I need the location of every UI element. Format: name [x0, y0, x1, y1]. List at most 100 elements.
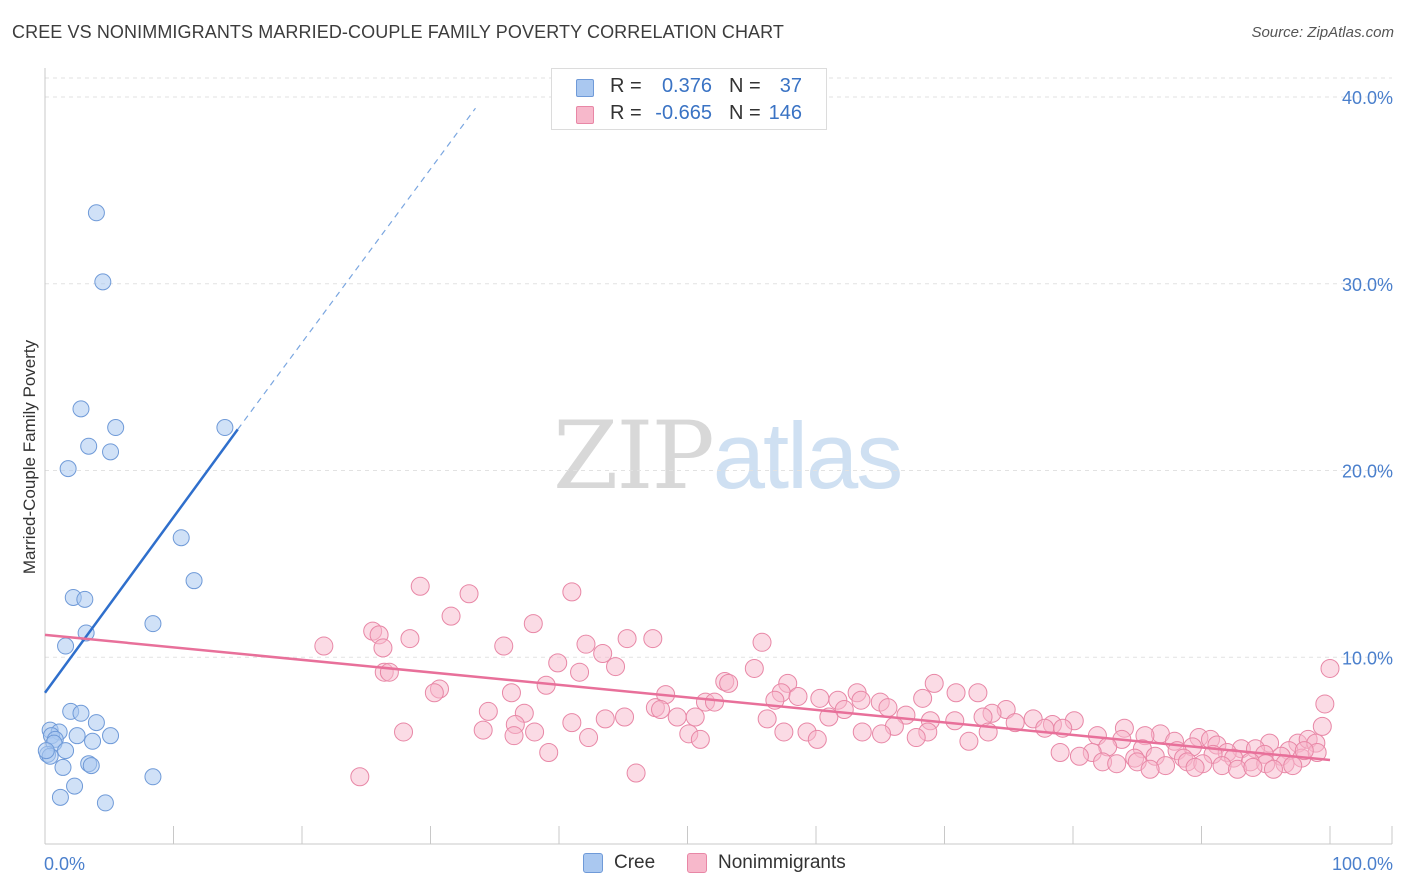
nonimmigrants-swatch: [687, 853, 707, 873]
nonimmigrants-point: [757, 709, 777, 729]
nonimmigrants-point: [562, 713, 582, 733]
nonimmigrants-point: [690, 729, 710, 749]
cree-point: [172, 529, 190, 547]
nonimmigrants-point: [606, 657, 626, 677]
nonimmigrants-point: [595, 709, 615, 729]
legend-n-value: 146: [768, 102, 802, 124]
nonimmigrants-point: [314, 636, 334, 656]
nonimmigrants-point: [576, 634, 596, 654]
nonimmigrants-point: [424, 683, 444, 703]
nonimmigrants-point: [501, 683, 521, 703]
nonimmigrants-point: [400, 629, 420, 649]
legend-item-label: Nonimmigrants: [718, 852, 846, 873]
nonimmigrants-swatch: [576, 106, 594, 124]
nonimmigrants-point: [807, 729, 827, 749]
legend-r-label: R =: [610, 75, 642, 97]
nonimmigrants-point: [852, 722, 872, 742]
cree-point: [59, 460, 77, 478]
nonimmigrants-point: [924, 673, 944, 693]
zipatlas-watermark: ZIPatlas: [553, 402, 903, 511]
nonimmigrants-point: [1283, 756, 1303, 776]
cree-point: [87, 714, 105, 732]
nonimmigrants-point: [570, 662, 590, 682]
nonimmigrants-point: [373, 638, 393, 658]
cree-point: [77, 624, 95, 642]
cree-point: [57, 637, 75, 655]
nonimmigrants-point: [1005, 713, 1025, 733]
legend-row-cree: R = 0.376 N = 37: [552, 73, 828, 101]
y-tick-label: 40.0%: [1342, 88, 1393, 108]
legend-n-label: N =: [729, 102, 761, 124]
nonimmigrants-point: [615, 707, 635, 727]
cree-point: [102, 727, 120, 745]
nonimmigrants-point: [539, 742, 559, 762]
nonimmigrants-point: [379, 662, 399, 682]
x-tick-label: 0.0%: [44, 854, 85, 874]
nonimmigrants-point: [617, 629, 637, 649]
nonimmigrants-point: [473, 720, 493, 740]
nonimmigrants-point: [968, 683, 988, 703]
legend-item-label: Cree: [614, 852, 656, 873]
cree-point: [37, 742, 55, 760]
nonimmigrants-point: [667, 707, 687, 727]
nonimmigrants-point: [1050, 742, 1070, 762]
nonimmigrants-point: [913, 688, 933, 708]
cree-swatch: [583, 853, 603, 873]
nonimmigrants-point: [1315, 694, 1335, 714]
nonimmigrants-point: [719, 673, 739, 693]
nonimmigrants-point: [752, 632, 772, 652]
correlation-legend: R = 0.376 N = 37 R = -0.665 N = 146: [551, 68, 827, 130]
cree-point: [72, 704, 90, 722]
nonimmigrants-point: [394, 722, 414, 742]
nonimmigrants-point: [788, 686, 808, 706]
nonimmigrants-point: [643, 629, 663, 649]
legend-r-value: 0.376: [661, 75, 712, 97]
nonimmigrants-point: [350, 767, 370, 787]
x-tick-label: 100.0%: [1332, 854, 1393, 874]
source-note: Source: ZipAtlas.com: [1251, 24, 1394, 41]
nonimmigrants-point: [1140, 759, 1160, 779]
nonimmigrants-point: [593, 644, 613, 664]
cree-point: [144, 768, 162, 786]
y-tick-label: 20.0%: [1342, 462, 1393, 482]
cree-trend-extension: [237, 107, 476, 430]
nonimmigrants-point: [1069, 746, 1089, 766]
cree-point: [102, 443, 120, 461]
nonimmigrants-point: [548, 653, 568, 673]
nonimmigrants-point: [810, 688, 830, 708]
cree-point: [51, 788, 69, 806]
nonimmigrants-point: [906, 728, 926, 748]
nonimmigrants-point: [504, 726, 524, 746]
legend-n-label: N =: [729, 75, 761, 97]
y-tick-label: 10.0%: [1342, 648, 1393, 668]
nonimmigrants-point: [562, 582, 582, 602]
nonimmigrants-point: [1243, 757, 1263, 777]
nonimmigrants-point: [704, 692, 724, 712]
nonimmigrants-points: [314, 576, 1340, 787]
nonimmigrants-point: [579, 728, 599, 748]
legend-r-value: -0.665: [655, 102, 712, 124]
cree-point: [72, 400, 90, 418]
nonimmigrants-point: [1320, 658, 1340, 678]
nonimmigrants-point: [459, 584, 479, 604]
nonimmigrants-point: [1185, 757, 1205, 777]
series-legend: Cree Nonimmigrants: [0, 850, 1406, 880]
cree-point: [54, 758, 72, 776]
watermark-zip: ZIP: [553, 402, 715, 511]
nonimmigrants-point: [1294, 741, 1314, 761]
cree-point: [57, 742, 75, 760]
cree-point: [87, 204, 105, 222]
nonimmigrants-point: [1035, 718, 1055, 738]
cree-point: [107, 419, 125, 437]
cree-trend-line: [43, 428, 239, 694]
y-tick-label: 30.0%: [1342, 275, 1393, 295]
nonimmigrants-point: [685, 707, 705, 727]
nonimmigrants-point: [525, 722, 545, 742]
nonimmigrants-point: [959, 731, 979, 751]
nonimmigrants-point: [441, 606, 461, 626]
cree-point: [185, 572, 203, 590]
nonimmigrants-point: [1312, 716, 1332, 736]
cree-points: [37, 204, 234, 812]
legend-row-nonimmigrants: R = -0.665 N = 146: [552, 100, 828, 128]
